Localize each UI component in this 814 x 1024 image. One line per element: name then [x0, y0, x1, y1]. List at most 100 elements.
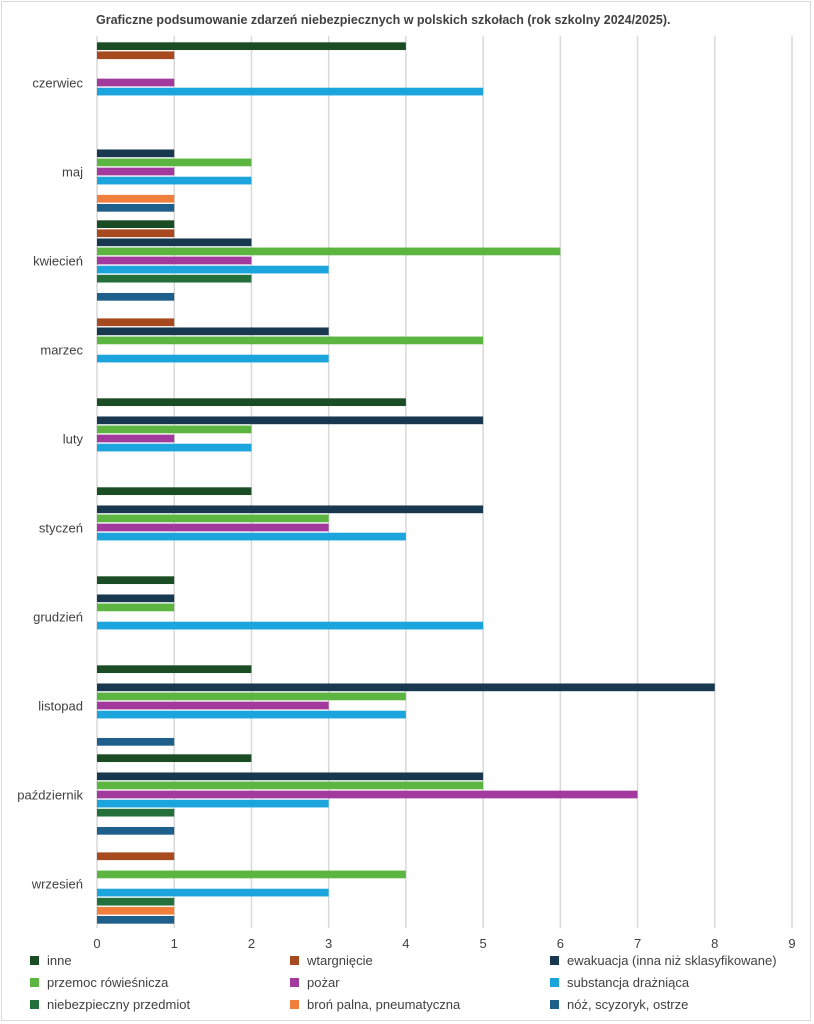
y-tick-label: luty: [63, 432, 84, 447]
bar: [97, 42, 406, 51]
bar: [97, 176, 252, 185]
legend-swatch: [30, 978, 39, 987]
legend-swatch: [30, 956, 39, 965]
x-tick-label: 4: [402, 936, 409, 951]
bar: [97, 238, 252, 247]
legend-swatch: [550, 978, 559, 987]
bar: [97, 229, 175, 238]
legend-swatch: [30, 1000, 39, 1009]
bar: [97, 576, 175, 585]
legend-label: inne: [47, 953, 72, 968]
legend-label: substancja drażniąca: [567, 975, 690, 990]
legend-item: substancja drażniąca: [550, 975, 689, 990]
legend-swatch: [550, 956, 559, 965]
legend-swatch: [550, 1000, 559, 1009]
legend-label: przemoc rówieśnicza: [47, 975, 169, 990]
bar: [97, 434, 175, 443]
legend-item: broń palna, pneumatyczna: [290, 997, 460, 1012]
bar: [97, 292, 175, 301]
chart-title: Graficzne podsumowanie zdarzeń niebezpie…: [96, 13, 671, 27]
x-tick-label: 2: [248, 936, 255, 951]
legend-swatch: [290, 956, 299, 965]
bar: [97, 443, 252, 452]
bar: [97, 915, 175, 924]
y-tick-label: październik: [17, 788, 83, 803]
y-tick-label: listopad: [38, 699, 83, 714]
bar: [97, 790, 638, 799]
bar: [97, 594, 175, 603]
bar: [97, 256, 252, 265]
bar: [97, 772, 484, 781]
legend-swatch: [290, 1000, 299, 1009]
legend-item: pożar: [290, 975, 340, 990]
y-tick-label: styczeń: [39, 521, 83, 536]
bar: [97, 852, 175, 861]
bar: [97, 87, 484, 96]
x-tick-label: 0: [93, 936, 100, 951]
legend-label: wtargnięcie: [307, 953, 373, 968]
bar: [97, 336, 484, 345]
bar: [97, 808, 175, 817]
legend-item: wtargnięcie: [290, 953, 373, 968]
bar: [97, 167, 175, 176]
y-tick-label: grudzień: [33, 610, 83, 625]
bar: [97, 888, 329, 897]
bar: [97, 158, 252, 167]
bar: [97, 826, 175, 835]
legend-item: ewakuacja (inna niż sklasyfikowane): [550, 953, 777, 968]
legend-item: przemoc rówieśnicza: [30, 975, 168, 990]
x-tick-label: 3: [325, 936, 332, 951]
legend-item: inne: [30, 953, 72, 968]
legend-item: niebezpieczny przedmiot: [30, 997, 190, 1012]
bar: [97, 692, 406, 701]
bar: [97, 425, 252, 434]
legend-label: broń palna, pneumatyczna: [307, 997, 461, 1012]
bar: [97, 906, 175, 915]
bar: [97, 523, 329, 532]
bar: [97, 265, 329, 274]
bar: [97, 354, 329, 363]
bar: [97, 51, 175, 60]
x-tick-label: 5: [479, 936, 486, 951]
bar: [97, 398, 406, 407]
bar: [97, 603, 175, 612]
bar: [97, 149, 175, 158]
bar: [97, 274, 252, 283]
bar: [97, 327, 329, 336]
legend-item: nóż, scyzoryk, ostrze: [550, 997, 688, 1012]
bar: [97, 247, 561, 256]
bar: [97, 203, 175, 212]
x-tick-label: 7: [634, 936, 641, 951]
chart-legend: inne wtargnięcie ewakuacja (inna niż sklas…: [30, 953, 800, 1021]
y-tick-label: wrzesień: [31, 877, 83, 892]
bar: [97, 683, 715, 692]
y-tick-label: czerwiec: [32, 76, 83, 91]
y-tick-label: kwiecień: [33, 254, 83, 269]
legend-label: niebezpieczny przedmiot: [47, 997, 191, 1012]
bar: [97, 532, 406, 541]
x-tick-label: 9: [788, 936, 795, 951]
legend-swatch: [290, 978, 299, 987]
bar: [97, 754, 252, 763]
bar: [97, 220, 175, 229]
bar: [97, 781, 484, 790]
x-tick-label: 8: [711, 936, 718, 951]
bar: [97, 621, 484, 630]
legend-label: pożar: [307, 975, 340, 990]
bar: [97, 870, 406, 879]
bar: [97, 505, 484, 514]
x-tick-label: 6: [557, 936, 564, 951]
legend-label: nóż, scyzoryk, ostrze: [567, 997, 689, 1012]
bar: [97, 710, 406, 719]
bar: [97, 799, 329, 808]
bar: [97, 665, 252, 674]
bar: [97, 701, 329, 710]
bar: [97, 514, 329, 523]
bar: [97, 318, 175, 327]
bar: [97, 897, 175, 906]
bar: [97, 416, 484, 425]
legend-label: ewakuacja (inna niż sklasyfikowane): [567, 953, 777, 968]
x-tick-label: 1: [171, 936, 178, 951]
